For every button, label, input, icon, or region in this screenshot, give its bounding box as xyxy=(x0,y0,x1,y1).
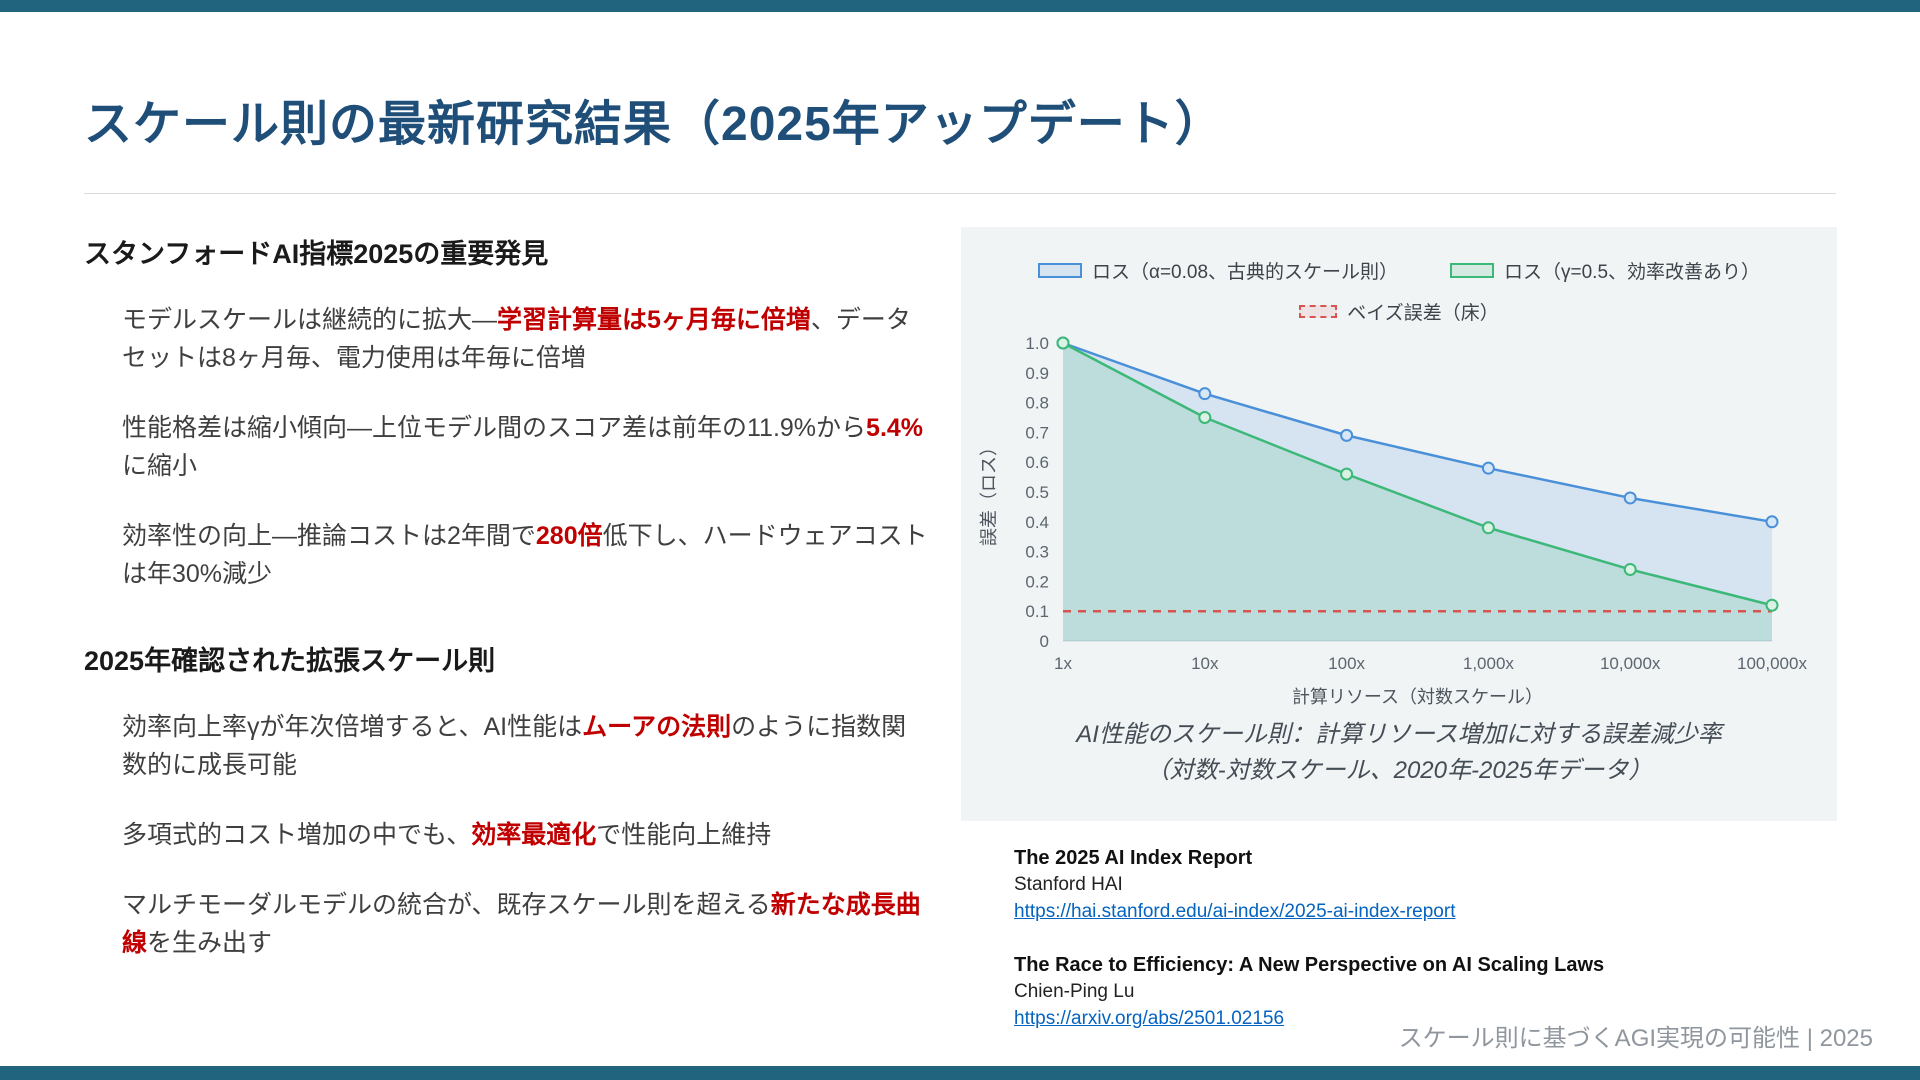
data-point xyxy=(1765,515,1779,529)
y-tick-label: 0 xyxy=(1040,632,1049,651)
line-chart: 0 0.1 0.2 0.3 0.4 0.5 0.6 0.7 0.8 0.9 1.0 1x 10x 100x… xyxy=(979,334,1807,707)
y-tick-label: 0.3 xyxy=(1025,543,1049,562)
legend-swatch xyxy=(1299,305,1338,318)
data-point xyxy=(1056,336,1070,350)
series-area-1 xyxy=(1063,343,1772,641)
x-tick-label: 100,000x xyxy=(1737,654,1807,673)
title-divider xyxy=(84,193,1836,194)
data-point xyxy=(1481,521,1495,535)
chart-panel: ロス（α=0.08、古典的スケール則） ロス（γ=0.5、効率改善あり） ベイズ誤… xyxy=(961,227,1837,821)
section-heading: スタンフォードAI指標2025の重要発見 xyxy=(84,239,549,269)
series-area-0 xyxy=(1063,343,1772,641)
top-accent-bar xyxy=(0,0,1920,12)
y-tick-label: 0.7 xyxy=(1025,423,1049,442)
legend-swatch xyxy=(1037,263,1082,278)
section-heading: 2025年確認された拡張スケール則 xyxy=(84,646,496,676)
bottom-accent-bar xyxy=(0,1066,1920,1080)
emphasis-text: 5.4% xyxy=(866,414,924,442)
y-axis-title: 誤差（ロス） xyxy=(979,438,999,546)
data-point xyxy=(1340,428,1354,442)
legend-item: ロス（γ=0.5、効率改善あり） xyxy=(1450,257,1760,284)
series-line-0 xyxy=(1062,341,1773,524)
chart-legend-floor: ベイズ誤差（床） xyxy=(961,298,1837,325)
y-tick-label: 1.0 xyxy=(1025,334,1049,353)
y-tick-label: 0.2 xyxy=(1025,572,1049,591)
x-axis-title: 計算リソース（対数スケール） xyxy=(1292,687,1543,707)
series-line-1 xyxy=(1062,341,1773,607)
data-point xyxy=(1198,387,1212,401)
reference-title: The Race to Efficiency: A New Perspectiv… xyxy=(1014,954,1605,977)
finding-item: 効率性の向上—推論コストは2年間で280倍低下し、ハードウェアコストは年30%減… xyxy=(122,522,928,588)
emphasis-text: 学習計算量は5ヶ月毎に倍増 xyxy=(497,306,811,334)
finding-item: 多項式的コスト増加の中でも、効率最適化で性能向上維持 xyxy=(122,821,772,849)
finding-item: モデルスケールは継続的に拡大—学習計算量は5ヶ月毎に倍増、データセットは8ヶ月毎… xyxy=(122,306,911,372)
legend-swatch xyxy=(1450,263,1495,278)
data-point xyxy=(1481,461,1495,475)
y-tick-label: 0.8 xyxy=(1025,394,1049,413)
chart-legend: ロス（α=0.08、古典的スケール則） ロス（γ=0.5、効率改善あり） xyxy=(961,257,1837,284)
legend-label: ベイズ誤差（床） xyxy=(1347,303,1499,324)
y-tick-label: 0.4 xyxy=(1025,513,1049,532)
chart-caption-line1: AI性能のスケール則：計算リソース増加に対する誤差減少率 xyxy=(1076,721,1722,748)
x-tick-label: 100x xyxy=(1328,654,1365,673)
legend-item: ロス（α=0.08、古典的スケール則） xyxy=(1037,257,1399,284)
y-tick-label: 0.5 xyxy=(1025,483,1049,502)
data-point xyxy=(1623,491,1637,505)
references-block: The 2025 AI Index Report Stanford HAI http… xyxy=(1014,845,1614,1059)
reference-author: Stanford HAI xyxy=(1014,874,1123,895)
finding-item: 性能格差は縮小傾向—上位モデル間のスコア差は前年の11.9%から5.4%に縮小 xyxy=(122,414,924,480)
reference: The 2025 AI Index Report Stanford HAI http… xyxy=(1014,845,1614,925)
data-point xyxy=(1765,598,1779,612)
key-findings-column: スタンフォードAI指標2025の重要発見モデルスケールは継続的に拡大—学習計算量… xyxy=(84,232,930,994)
chart-caption-line2: （対数-対数スケール、2020年-2025年データ） xyxy=(1145,757,1653,784)
y-tick-label: 0.6 xyxy=(1025,453,1049,472)
data-point xyxy=(1623,562,1637,576)
chart-caption: AI性能のスケール則：計算リソース増加に対する誤差減少率 （対数-対数スケール、… xyxy=(961,717,1837,789)
reference: The Race to Efficiency: A New Perspectiv… xyxy=(1014,952,1614,1032)
x-tick-label: 10x xyxy=(1191,654,1219,673)
emphasis-text: ムーアの法則 xyxy=(582,713,732,741)
reference-title: The 2025 AI Index Report xyxy=(1014,847,1253,869)
footer-text: スケール則に基づくAGI実現の可能性 | 2025 xyxy=(1398,1025,1873,1052)
emphasis-text: 280倍 xyxy=(535,522,603,550)
legend-label: ロス（α=0.08、古典的スケール則） xyxy=(1091,262,1399,283)
reference-author: Chien-Ping Lu xyxy=(1014,981,1135,1003)
emphasis-text: 新たな成長曲線 xyxy=(122,891,921,957)
x-tick-label: 1x xyxy=(1054,654,1072,673)
reference-link[interactable]: https://arxiv.org/abs/2501.02156 xyxy=(1014,1007,1285,1029)
legend-item: ベイズ誤差（床） xyxy=(1299,298,1499,325)
x-tick-label: 1,000x xyxy=(1463,654,1515,673)
y-tick-label: 0.9 xyxy=(1025,364,1049,383)
finding-item: 効率向上率γが年次倍増すると、AI性能はムーアの法則のように指数関数的に成長可能 xyxy=(122,713,907,779)
page-title: スケール則の最新研究結果（2025年アップデート） xyxy=(84,98,1224,151)
legend-label: ロス（γ=0.5、効率改善あり） xyxy=(1504,262,1761,283)
data-point xyxy=(1198,411,1212,424)
emphasis-text: 効率最適化 xyxy=(471,821,597,849)
data-point xyxy=(1340,467,1354,481)
reference-link[interactable]: https://hai.stanford.edu/ai-index/2025-a… xyxy=(1014,900,1456,922)
x-tick-label: 10,000x xyxy=(1600,654,1661,673)
y-tick-label: 0.1 xyxy=(1025,602,1049,621)
finding-item: マルチモーダルモデルの統合が、既存スケール則を超える新たな成長曲線を生み出す xyxy=(122,891,921,957)
